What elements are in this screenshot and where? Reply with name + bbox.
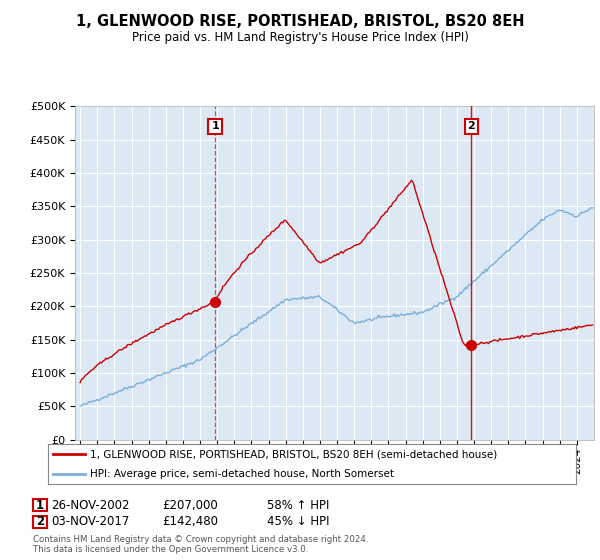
Text: 1, GLENWOOD RISE, PORTISHEAD, BRISTOL, BS20 8EH: 1, GLENWOOD RISE, PORTISHEAD, BRISTOL, B…	[76, 14, 524, 29]
Text: 26-NOV-2002: 26-NOV-2002	[51, 498, 130, 512]
Text: £207,000: £207,000	[162, 498, 218, 512]
Text: 58% ↑ HPI: 58% ↑ HPI	[267, 498, 329, 512]
Text: £142,480: £142,480	[162, 515, 218, 529]
Text: 1: 1	[211, 122, 219, 132]
Text: 1: 1	[36, 498, 44, 512]
Text: 03-NOV-2017: 03-NOV-2017	[51, 515, 130, 529]
Text: Price paid vs. HM Land Registry's House Price Index (HPI): Price paid vs. HM Land Registry's House …	[131, 31, 469, 44]
Text: 2: 2	[467, 122, 475, 132]
Text: Contains HM Land Registry data © Crown copyright and database right 2024.
This d: Contains HM Land Registry data © Crown c…	[33, 535, 368, 554]
Text: 45% ↓ HPI: 45% ↓ HPI	[267, 515, 329, 529]
Text: 1, GLENWOOD RISE, PORTISHEAD, BRISTOL, BS20 8EH (semi-detached house): 1, GLENWOOD RISE, PORTISHEAD, BRISTOL, B…	[90, 449, 497, 459]
Text: 2: 2	[36, 515, 44, 529]
Text: HPI: Average price, semi-detached house, North Somerset: HPI: Average price, semi-detached house,…	[90, 469, 394, 479]
